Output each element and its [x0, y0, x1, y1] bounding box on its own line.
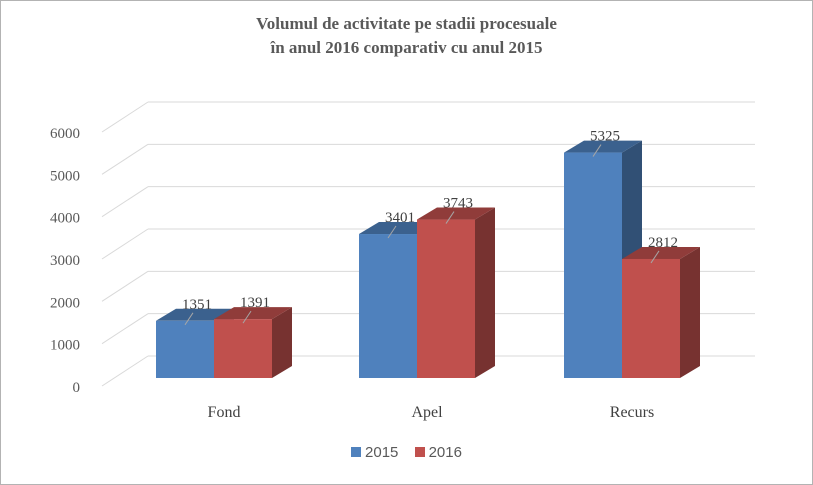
x-tick-label: Recurs: [610, 404, 654, 421]
bar-2015-Fond: [156, 320, 214, 378]
legend-label-2015: 2015: [365, 444, 399, 461]
legend-swatch-2015: [351, 447, 362, 457]
y-tick-label: 0: [73, 380, 81, 396]
y-tick-label: 2000: [50, 295, 80, 311]
bar-2016-Fond: [214, 319, 272, 378]
x-tick-label: Apel: [411, 404, 443, 421]
bar-2015-Recurs: [564, 152, 622, 378]
data-label: 1351: [182, 297, 212, 313]
y-tick-label: 6000: [50, 126, 80, 142]
gridline-diagonal: [101, 143, 149, 175]
label-leader: [387, 225, 397, 239]
gridline-diagonal: [101, 355, 149, 387]
data-label: 2812: [648, 235, 678, 251]
gridline-diagonal: [101, 313, 149, 345]
bar-2015-Apel: [359, 234, 417, 378]
bar-side-2016: [475, 207, 495, 378]
label-leader: [650, 250, 660, 264]
gridline-diagonal: [101, 270, 149, 302]
bar-top-2016: [622, 246, 700, 259]
bar-2016-Recurs: [622, 258, 680, 378]
legend-item-2016: 2016: [414, 444, 462, 461]
y-tick-label: 1000: [50, 338, 80, 354]
chart-title-line1: Volumul de activitate pe stadii procesua…: [256, 14, 557, 33]
bar-top-2015: [564, 140, 642, 153]
legend-item-2015: 2015: [351, 444, 398, 461]
gridline-diagonal: [101, 228, 149, 260]
data-label: 1391: [240, 295, 270, 311]
bar-side-2016: [680, 246, 700, 378]
bar-side-2016: [272, 307, 292, 378]
data-label: 3743: [443, 196, 473, 212]
x-tick-label: Fond: [208, 404, 241, 421]
legend: 2015 2016: [0, 444, 813, 461]
gridline-diagonal: [101, 186, 149, 218]
data-label: 3401: [385, 210, 415, 226]
y-tick-label: 3000: [50, 253, 80, 269]
y-tick-label: 4000: [50, 211, 80, 227]
gridline-diagonal: [101, 101, 149, 133]
bar-2016-Apel: [417, 219, 475, 378]
label-leader: [242, 310, 252, 324]
data-label: 5325: [590, 129, 620, 145]
label-leader: [184, 312, 194, 326]
legend-swatch-2016: [414, 447, 425, 457]
y-tick-label: 5000: [50, 168, 80, 184]
chart-title-line2: în anul 2016 comparativ cu anul 2015: [270, 38, 543, 57]
bar-top-2016: [214, 307, 292, 320]
label-leader: [445, 211, 455, 224]
bar-top-2016: [417, 207, 495, 220]
label-leader: [592, 144, 602, 157]
legend-label-2016: 2016: [428, 444, 462, 461]
chart-title: Volumul de activitate pe stadii procesua…: [0, 12, 813, 60]
bar-top-2015: [156, 308, 234, 321]
